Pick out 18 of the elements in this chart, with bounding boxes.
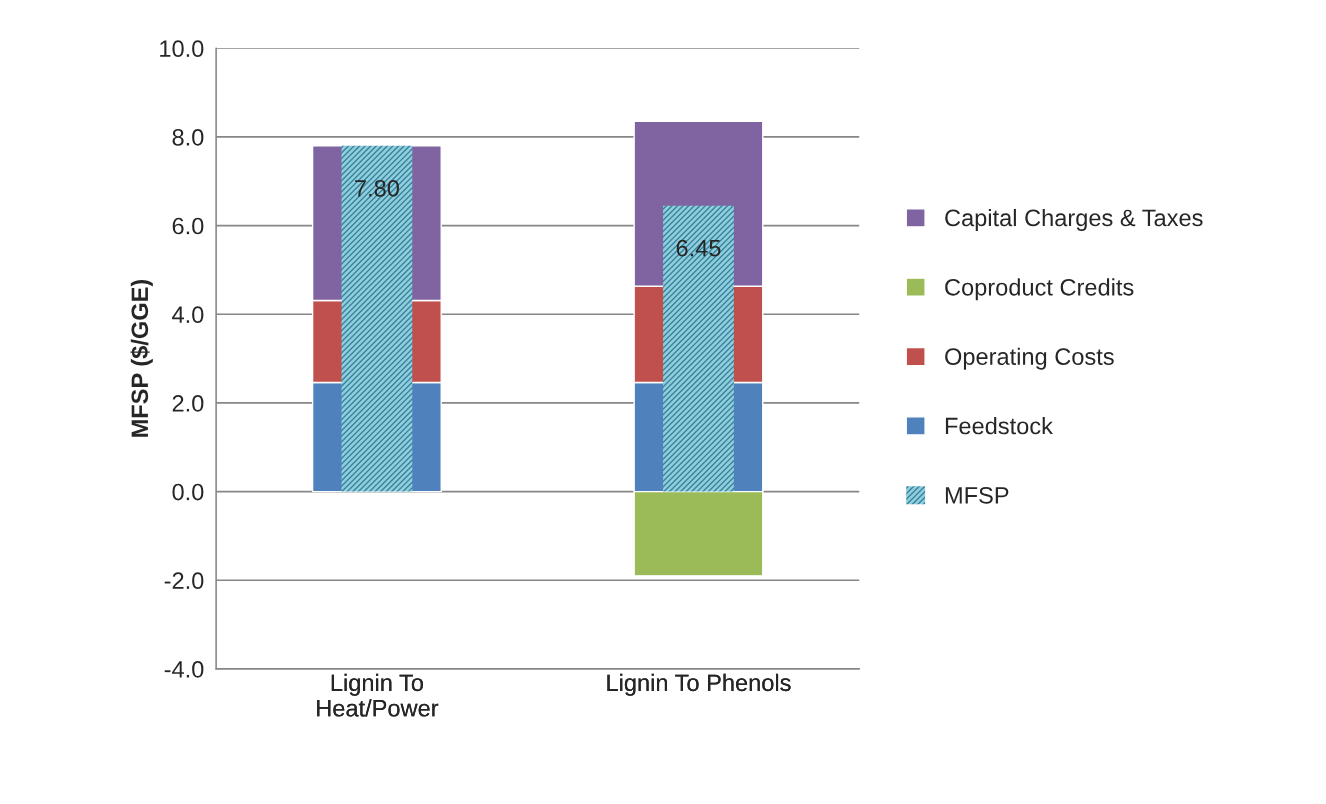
legend-label: MFSP [945,486,1009,504]
y-tick-label: 2.0 [172,394,204,412]
y-tick-label: 4.0 [172,306,204,324]
legend-label: Feedstock [945,417,1053,435]
y-tick-label: 6.0 [172,217,204,235]
data-label: 7.80 [355,179,399,197]
legend-label: Capital Charges & Taxes [945,208,1203,231]
y-tick-label: 0.0 [172,483,204,501]
x-tick-label: Lignin To Phenols [607,673,791,696]
y-tick-label: 8.0 [172,128,204,146]
y-tick-label: 10.0 [160,40,204,58]
legend-label: Operating Costs [945,347,1114,370]
legend-label: Coproduct Credits [945,278,1134,301]
y-tick-label: -4.0 [164,661,204,678]
y-tick-label: -2.0 [164,572,204,590]
x-tick-label: Lignin To Heat/Power [317,673,439,717]
data-label: 6.45 [676,239,721,257]
y-axis-title: MFSP ($/GGE) [130,279,153,437]
